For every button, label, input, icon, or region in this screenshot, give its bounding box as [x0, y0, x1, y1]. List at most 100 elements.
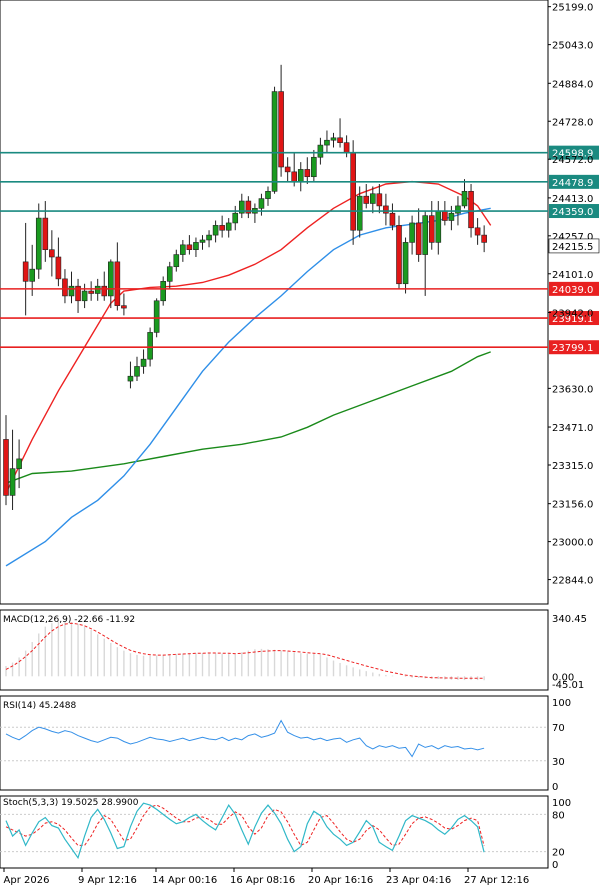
candle-body: [22, 261, 29, 282]
candle-body: [337, 137, 343, 143]
candle-body: [219, 225, 225, 231]
candle-body: [245, 200, 252, 214]
candle-body: [448, 212, 455, 221]
candle-body: [356, 195, 363, 231]
ma-red-line: [5, 180, 492, 494]
candle-body: [153, 300, 160, 333]
candle-body: [304, 169, 311, 178]
axes-layer: 24598.9 24478.9 24359.0 24039.0 23919.1 23799…: [0, 3, 600, 886]
candle-body: [88, 290, 94, 294]
price-layer: [0, 64, 548, 567]
macd-tick-label: -45.01: [552, 680, 584, 691]
candle-body: [415, 222, 422, 255]
level-tag-label: 24039.0: [552, 285, 593, 296]
stoch-layer: [0, 802, 548, 860]
time-tick-label: 27 Apr 12:16: [464, 875, 529, 886]
level-tag-label: 23919.1: [552, 314, 593, 325]
stoch-main-line: [5, 802, 485, 860]
candle-body: [121, 305, 127, 309]
candle-body: [193, 242, 199, 250]
current-price-label: 24215.5: [552, 242, 593, 253]
candle-body: [422, 215, 429, 255]
stoch-tick-label: 100: [552, 798, 571, 809]
candle-body: [324, 139, 330, 146]
stoch-pane: [0, 795, 549, 869]
candle-body: [180, 244, 186, 255]
rsi-line: [5, 719, 485, 758]
price-tick-label: 24101.0: [552, 270, 593, 281]
candle-body: [232, 212, 239, 224]
candle-body: [383, 205, 389, 214]
time-tick-label: 23 Apr 04:16: [386, 875, 451, 886]
candle-body: [55, 256, 62, 280]
price-tick-label: 25043.0: [552, 41, 593, 52]
stoch-tick-label: 20: [552, 848, 565, 859]
candle-body: [94, 285, 101, 294]
price-tick-label: 23942.0: [552, 308, 593, 319]
candle-body: [376, 193, 383, 207]
candle-body: [481, 234, 487, 243]
candle-body: [186, 244, 193, 250]
candle-body: [350, 152, 356, 231]
price-tick-label: 24728.0: [552, 117, 593, 128]
candle-body: [140, 358, 147, 367]
level-tag: [549, 145, 599, 160]
level-tag: [549, 204, 599, 219]
candle-body: [258, 198, 265, 209]
candle-body: [16, 458, 22, 469]
level-tag-label: 24478.9: [552, 178, 593, 189]
candle-body: [239, 200, 245, 214]
price-tick-label: 23315.0: [552, 461, 593, 472]
candle-body: [455, 205, 461, 214]
candle-body: [389, 212, 396, 226]
candle-body: [442, 210, 448, 221]
level-tag: [549, 174, 599, 189]
candle-body: [35, 217, 42, 270]
candle-body: [311, 156, 317, 178]
candle-body: [271, 91, 278, 192]
candle-body: [9, 468, 16, 496]
candle-body: [284, 166, 291, 173]
candle-body: [396, 225, 402, 285]
candle-body: [363, 195, 370, 204]
rsi-label: RSI(14) 45.2488: [3, 701, 76, 711]
candle-body: [29, 268, 36, 282]
time-tick-label: 7 Apr 2026: [0, 875, 49, 886]
candle-body: [435, 210, 442, 243]
rsi-tick-label: 100: [552, 698, 571, 709]
stoch-tick-label: 80: [552, 810, 565, 821]
candle-body: [127, 375, 134, 382]
candle-body: [199, 239, 206, 243]
candle-body: [206, 234, 212, 241]
stoch-label: Stoch(5,3,3) 19.5025 28.9900: [3, 798, 139, 808]
level-tag-label: 24359.0: [552, 207, 593, 218]
time-tick-label: 9 Apr 12:16: [78, 875, 137, 886]
candle-body: [468, 191, 474, 229]
candle-body: [278, 91, 284, 168]
candle-body: [68, 285, 75, 297]
candle-body: [428, 215, 435, 243]
candle-body: [173, 254, 180, 268]
candle-body: [317, 144, 324, 158]
candle-body: [3, 439, 9, 496]
candle-body: [402, 242, 409, 285]
price-tick-label: 23471.0: [552, 423, 593, 434]
level-tag-label: 23799.1: [552, 343, 593, 354]
level-tag: [549, 311, 599, 326]
candle-body: [409, 222, 415, 243]
current-price-tag: [548, 238, 600, 254]
rsi-pane: [0, 695, 549, 791]
price-tick-label: 23630.0: [552, 384, 593, 395]
candle-body: [343, 142, 350, 153]
macd-tick-label: 0.00: [552, 672, 574, 683]
candle-body: [474, 227, 481, 236]
rsi-tick-label: 30: [552, 757, 565, 768]
level-tag: [549, 340, 599, 355]
candle-body: [265, 191, 271, 199]
time-tick-label: 20 Apr 16:16: [308, 875, 373, 886]
rsi-layer: [0, 719, 548, 762]
candle-body: [330, 137, 337, 141]
macd-layer: [5, 621, 485, 681]
